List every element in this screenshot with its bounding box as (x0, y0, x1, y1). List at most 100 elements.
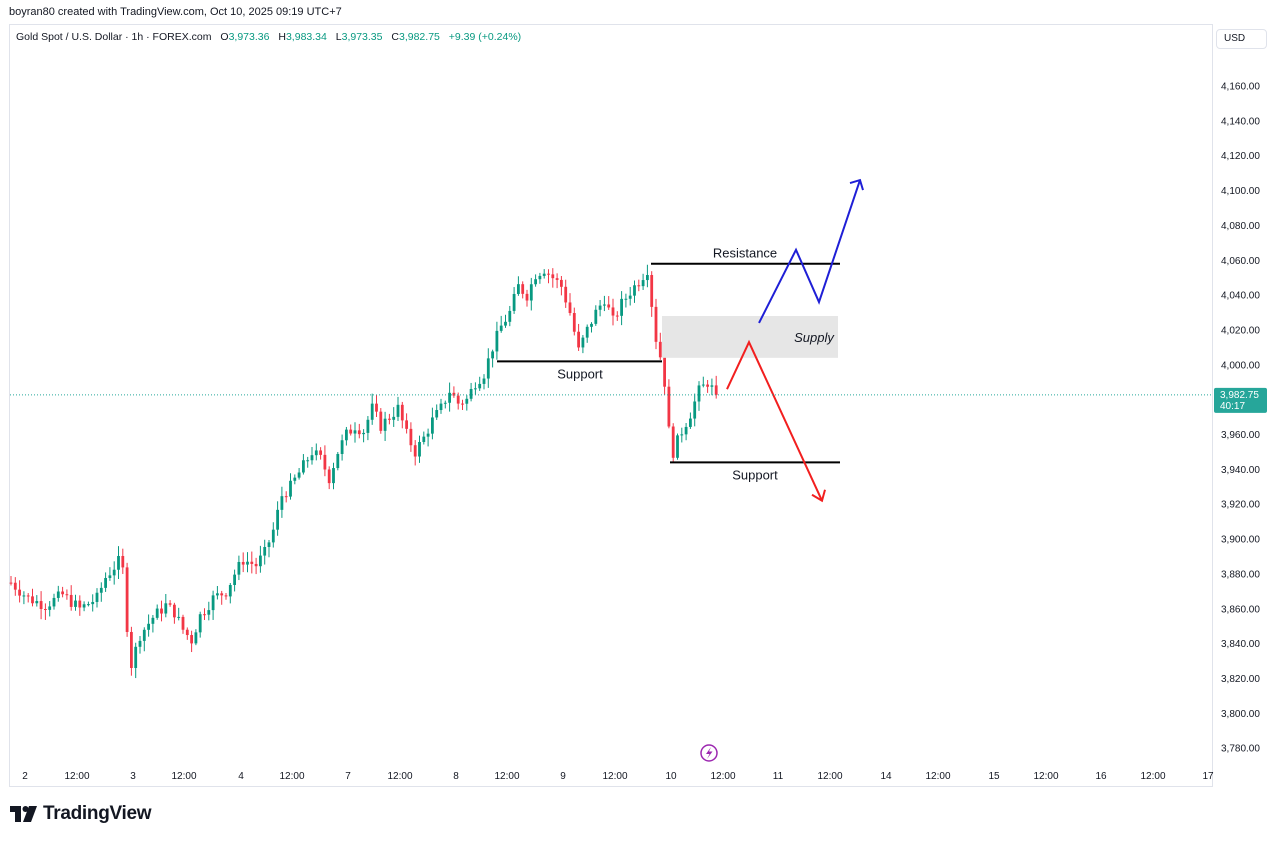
y-tick-label: 3,780.00 (1221, 744, 1260, 755)
candle-body (542, 273, 546, 276)
candle-body (181, 616, 185, 630)
y-tick-label: 4,140.00 (1221, 116, 1260, 127)
candle-body (409, 428, 413, 446)
price-tag-value: 3,982.75 (1220, 390, 1259, 401)
bearish-scenario-arrow[interactable] (726, 339, 823, 502)
candle-body (590, 323, 593, 327)
candle-body (443, 402, 447, 404)
candle-body (69, 594, 73, 607)
candle-body (56, 591, 60, 598)
candle-body (78, 600, 82, 608)
candle-body (323, 454, 327, 470)
lightning-event-icon[interactable] (700, 744, 718, 762)
candle-body (585, 326, 589, 338)
symbol-title[interactable]: Gold Spot / U.S. Dollar · 1h · FOREX.com (16, 31, 212, 43)
candle-body (667, 386, 671, 427)
candle-body (611, 307, 615, 316)
candle-body (13, 582, 17, 590)
x-tick-label: 12:00 (925, 771, 950, 782)
plot-layer (9, 264, 718, 679)
tradingview-logo-icon (10, 806, 37, 822)
candle-body (293, 477, 297, 481)
y-tick-label: 4,160.00 (1221, 82, 1260, 93)
resistance-label: Resistance (713, 246, 777, 261)
candle-body (572, 313, 576, 332)
candle-body (211, 595, 215, 611)
candle-body (370, 403, 374, 420)
candle-body (581, 337, 585, 348)
time-axis[interactable]: 2 12:00 3 12:00 4 12:00 7 12:00 8 12:00 9 12:00 10 12… (22, 771, 1214, 782)
x-tick-label: 8 (453, 771, 459, 782)
bullish-scenario-arrow[interactable] (758, 179, 861, 324)
candle-body (512, 293, 516, 311)
candle-body (263, 547, 267, 556)
candle-body (9, 582, 13, 584)
candle-body (560, 279, 563, 287)
candle-body (465, 398, 469, 404)
candle-body (529, 284, 533, 301)
candle-body (353, 430, 357, 434)
y-tick-label: 3,840.00 (1221, 639, 1260, 650)
open-value: 3,973.36 (228, 31, 270, 43)
currency-selector[interactable]: USD (1216, 29, 1267, 49)
candle-body (82, 604, 86, 608)
y-tick-label: 3,800.00 (1221, 709, 1260, 720)
candle-body (74, 600, 77, 607)
y-tick-label: 4,080.00 (1221, 221, 1260, 232)
low-value: 3,973.35 (341, 31, 383, 43)
candle-body (259, 555, 262, 567)
candle-body (194, 632, 198, 644)
candle-body (504, 321, 507, 326)
y-tick-label: 3,880.00 (1221, 569, 1260, 580)
low-label: L (335, 31, 342, 43)
candle-body (198, 614, 202, 633)
y-tick-label: 3,820.00 (1221, 674, 1260, 685)
candle-body (228, 585, 232, 597)
price-axis[interactable]: 3,780.00 3,800.00 3,820.00 3,840.00 3,860.00… (1221, 82, 1260, 755)
candle-body (491, 351, 494, 359)
candle-body (594, 309, 598, 324)
candle-body (327, 469, 331, 484)
price-chart[interactable]: Resistance Supply Support Support 3,780.… (0, 0, 1280, 800)
candle-body (641, 280, 645, 287)
candle-body (310, 455, 314, 461)
candle-body (203, 614, 206, 616)
candle-body (517, 284, 520, 294)
y-tick-label: 3,900.00 (1221, 535, 1260, 546)
candle-body (22, 595, 26, 597)
candle-body (246, 561, 249, 565)
x-tick-label: 2 (22, 771, 28, 782)
tradingview-logo[interactable]: TradingView (10, 803, 152, 825)
candle-body (400, 404, 404, 421)
support-label-lower: Support (732, 467, 778, 482)
supply-zone[interactable] (662, 316, 838, 358)
candle-body (289, 480, 292, 497)
candle-body (637, 285, 641, 287)
open-label: O (220, 31, 229, 43)
candle-body (628, 295, 632, 299)
candle-body (91, 601, 95, 605)
x-tick-label: 12:00 (279, 771, 304, 782)
candle-body (603, 304, 606, 306)
candle-body (495, 330, 499, 352)
candle-body (388, 418, 391, 420)
candle-body (383, 418, 387, 431)
y-tick-label: 3,960.00 (1221, 430, 1260, 441)
candle-body (87, 604, 90, 606)
candle-body (555, 278, 559, 280)
candle-body (499, 325, 503, 331)
candle-body (160, 608, 163, 614)
candle-body (26, 595, 30, 597)
drawing-layer: Resistance Supply Support Support (497, 178, 864, 503)
candle-body (568, 302, 572, 314)
candle-body (435, 410, 439, 418)
candle-body (654, 306, 658, 342)
candle-body (564, 286, 568, 303)
candle-body (164, 603, 168, 614)
candle-body (349, 429, 353, 434)
change-value: +9.39 (+0.24%) (448, 31, 522, 43)
x-tick-label: 12:00 (817, 771, 842, 782)
y-tick-label: 4,020.00 (1221, 325, 1260, 336)
candle-body (99, 587, 103, 593)
symbol-legend: Gold Spot / U.S. Dollar · 1h · FOREX.com… (16, 31, 521, 43)
